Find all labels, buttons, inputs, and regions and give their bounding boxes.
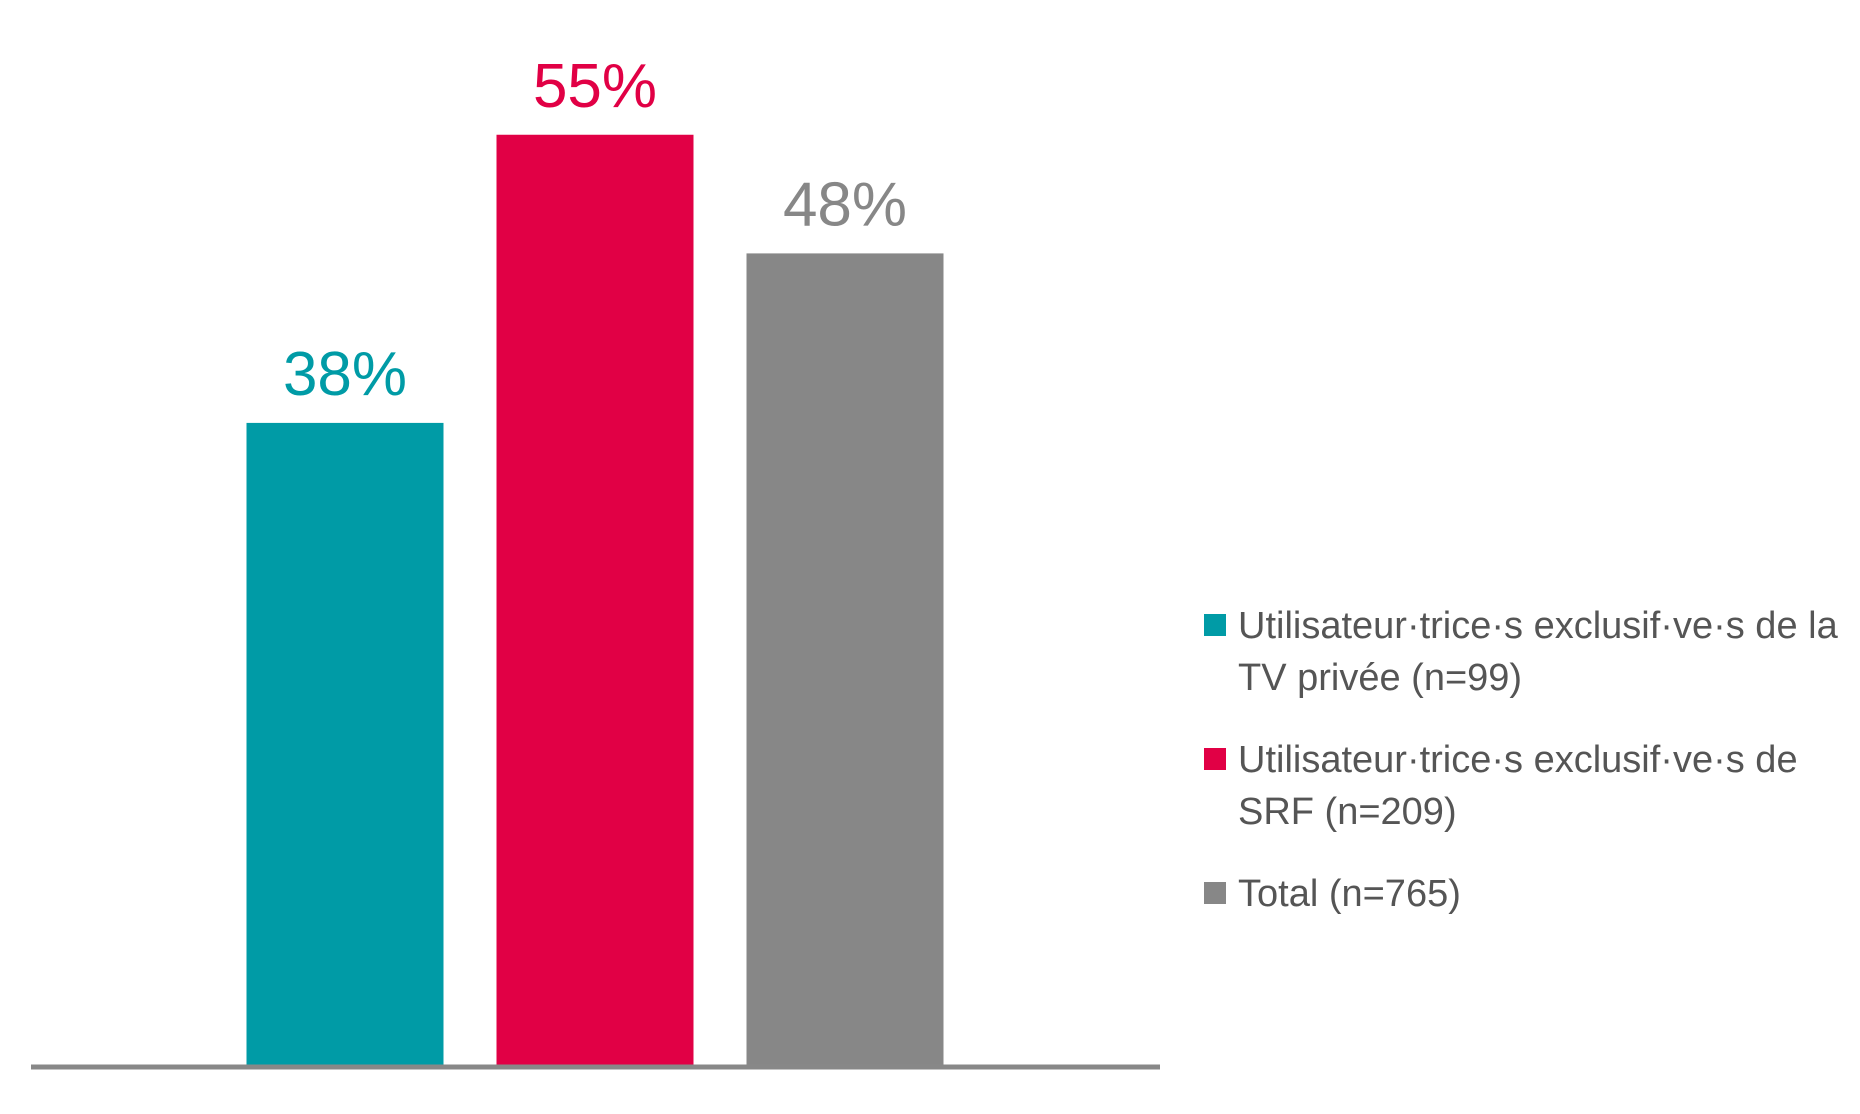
- legend: Utilisateur·trice·s exclusif·ve·s de la …: [1204, 600, 1844, 950]
- value-label: 38%: [283, 340, 407, 409]
- value-label: 55%: [533, 52, 657, 121]
- legend-item: Utilisateur·trice·s exclusif·ve·s de la …: [1204, 600, 1844, 704]
- legend-item: Utilisateur·trice·s exclusif·ve·s de SRF…: [1204, 734, 1844, 838]
- legend-label: Utilisateur·trice·s exclusif·ve·s de SRF…: [1238, 739, 1798, 833]
- legend-label: Utilisateur·trice·s exclusif·ve·s de la …: [1238, 605, 1838, 699]
- legend-swatch: [1204, 748, 1226, 770]
- legend-item: Total (n=765): [1204, 868, 1844, 920]
- bar: [246, 422, 444, 1067]
- bar: [746, 253, 944, 1067]
- legend-swatch: [1204, 614, 1226, 636]
- bar: [496, 134, 694, 1067]
- legend-label: Total (n=765): [1238, 873, 1461, 915]
- value-label: 48%: [783, 170, 907, 239]
- legend-swatch: [1204, 882, 1226, 904]
